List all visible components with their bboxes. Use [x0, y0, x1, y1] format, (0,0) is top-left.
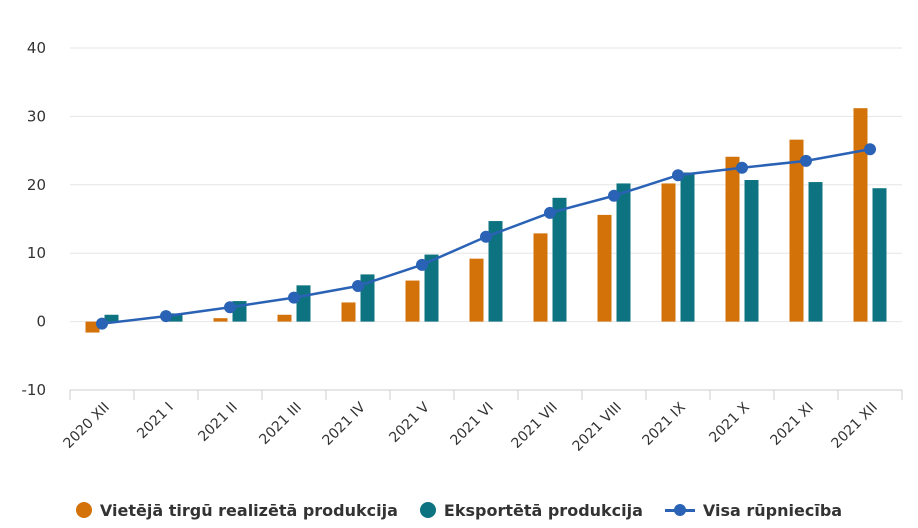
bar-export[interactable] — [808, 182, 823, 322]
x-tick-label: 2021 IV — [319, 399, 369, 449]
bar-export[interactable] — [360, 274, 375, 322]
x-tick-label: 2021 XII — [829, 400, 881, 452]
x-tick-label: 2021 VI — [447, 400, 496, 449]
bar-export[interactable] — [552, 197, 567, 322]
x-axis — [69, 389, 903, 400]
x-tick-label: 2021 I — [134, 400, 177, 443]
x-axis-ticks: 2020 XII 2021 I 2021 II 2021 III 2021 IV 2021… — [61, 399, 881, 454]
bar-domestic[interactable] — [469, 258, 484, 322]
bar-export[interactable] — [616, 183, 631, 322]
total-line — [96, 143, 876, 330]
bar-domestic[interactable] — [213, 318, 228, 322]
legend: Vietējā tirgū realizētā produkcija Ekspo… — [0, 496, 918, 524]
y-tick-label: 20 — [27, 176, 46, 194]
legend-item-total[interactable]: Visa rūpniecība — [664, 500, 843, 520]
x-tick-label: 2020 XII — [61, 400, 113, 452]
y-tick-label: 10 — [27, 244, 46, 262]
x-tick-label: 2021 VIII — [570, 400, 625, 455]
y-tick-label: 0 — [36, 313, 46, 331]
y-tick-label: 40 — [27, 39, 46, 57]
total-point[interactable] — [608, 189, 620, 202]
bar-export[interactable] — [168, 313, 183, 322]
total-point[interactable] — [736, 161, 748, 174]
total-point[interactable] — [864, 143, 876, 156]
x-tick-label: 2021 III — [256, 400, 304, 448]
bar-export[interactable] — [296, 285, 311, 322]
x-tick-label: 2021 XI — [767, 400, 816, 449]
total-point[interactable] — [352, 280, 364, 293]
x-tick-label: 2021 VII — [509, 400, 561, 452]
legend-swatch-export — [419, 502, 436, 518]
chart: -10 0 10 20 30 40 2020 XII 2021 I 2021 II 2021 I… — [22, 39, 903, 455]
legend-swatch-domestic — [75, 502, 92, 518]
legend-item-export[interactable]: Eksportētā produkcija — [419, 500, 643, 520]
total-point[interactable] — [672, 169, 684, 182]
bar-domestic[interactable] — [661, 183, 676, 322]
bar-export[interactable] — [488, 221, 503, 322]
total-point[interactable] — [224, 301, 236, 314]
total-point[interactable] — [96, 317, 108, 330]
x-tick-label: 2021 X — [706, 399, 753, 446]
x-tick-label: 2021 IX — [639, 399, 689, 449]
bar-export[interactable] — [104, 314, 119, 322]
bar-export[interactable] — [680, 172, 695, 322]
legend-label-export: Eksportētā produkcija — [443, 500, 643, 520]
bar-domestic[interactable] — [277, 314, 292, 322]
y-tick-label: 30 — [27, 107, 46, 125]
bars — [85, 108, 887, 333]
bar-domestic[interactable] — [85, 321, 100, 333]
total-point[interactable] — [480, 230, 492, 243]
total-point[interactable] — [416, 258, 428, 271]
bar-domestic[interactable] — [533, 233, 548, 322]
legend-label-total: Visa rūpniecība — [702, 500, 843, 520]
bar-domestic[interactable] — [405, 280, 420, 322]
total-point[interactable] — [544, 206, 556, 219]
total-point[interactable] — [160, 310, 172, 323]
total-point[interactable] — [800, 154, 812, 167]
bar-domestic[interactable] — [725, 156, 740, 322]
y-axis-ticks: -10 0 10 20 30 40 — [22, 39, 47, 399]
bar-domestic[interactable] — [789, 139, 804, 322]
bar-export[interactable] — [424, 254, 439, 322]
x-tick-label: 2021 II — [195, 400, 240, 445]
total-point[interactable] — [288, 291, 300, 304]
bar-export[interactable] — [872, 188, 887, 322]
bar-domestic[interactable] — [341, 302, 356, 322]
grid-lines — [70, 47, 902, 323]
x-tick-label: 2021 V — [386, 399, 433, 446]
legend-label-domestic: Vietējā tirgū realizētā produkcija — [99, 500, 398, 520]
legend-item-domestic[interactable]: Vietējā tirgū realizētā produkcija — [75, 500, 398, 520]
legend-swatch-total — [664, 502, 695, 518]
y-tick-label: -10 — [22, 381, 47, 399]
bar-domestic[interactable] — [597, 214, 612, 322]
bar-domestic[interactable] — [853, 108, 868, 322]
bar-export[interactable] — [744, 180, 759, 322]
